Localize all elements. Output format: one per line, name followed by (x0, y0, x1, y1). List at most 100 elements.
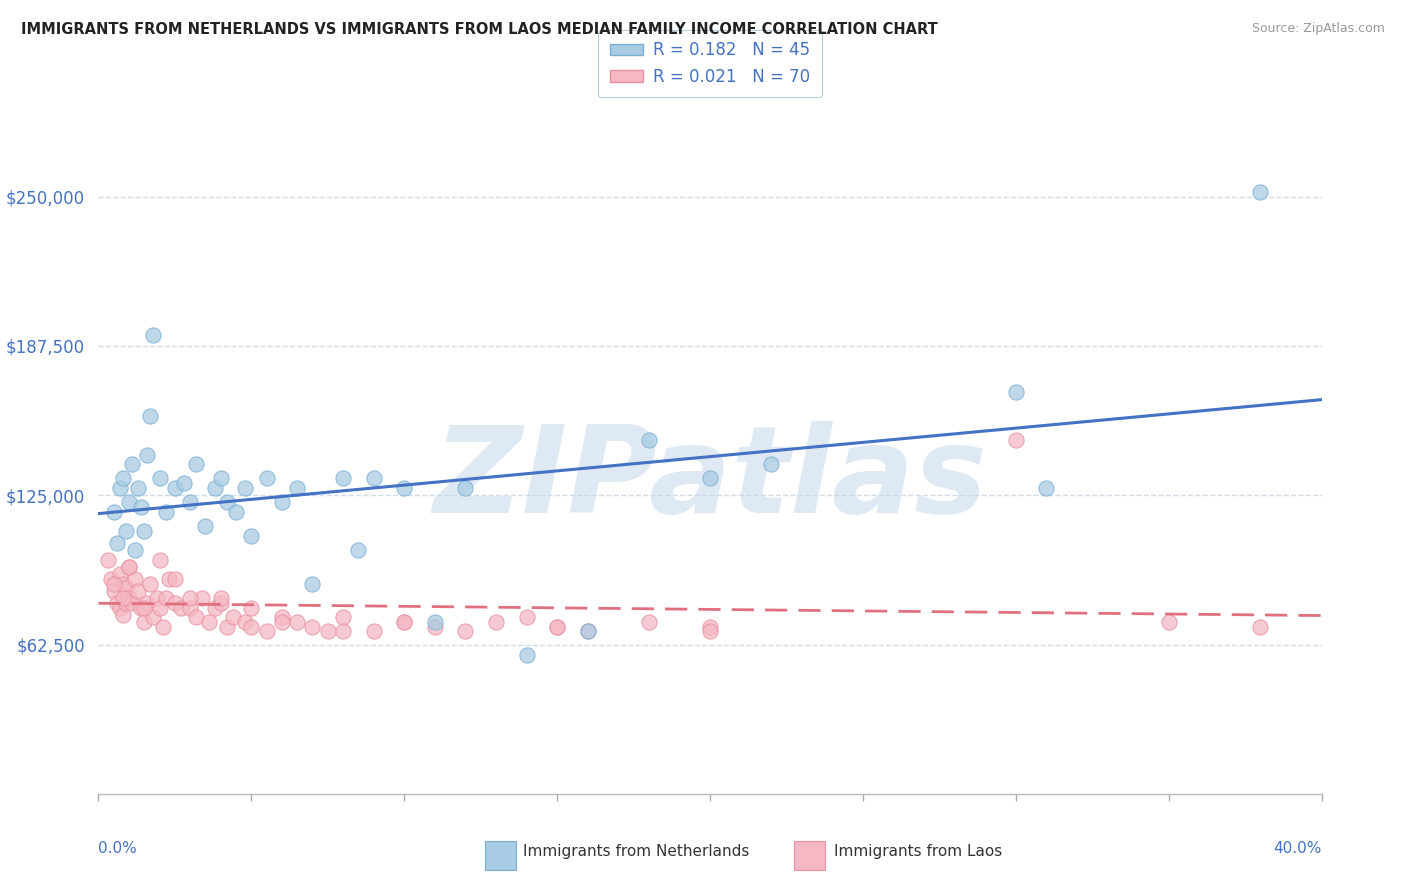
Point (111, 576, 134, 591)
Point (129, 500, 152, 515)
Text: 40.0%: 40.0% (1274, 840, 1322, 855)
Point (699, 619, 721, 633)
Point (1004, 385, 1026, 400)
Point (332, 610, 354, 624)
Point (149, 600, 172, 615)
Point (100, 572, 122, 586)
Point (270, 610, 292, 624)
Text: Immigrants from Netherlands: Immigrants from Netherlands (523, 845, 749, 859)
Point (637, 615, 661, 629)
Point (115, 524, 138, 538)
Point (256, 624, 278, 639)
Point (163, 481, 186, 495)
Point (186, 457, 208, 471)
Text: 0.0%: 0.0% (98, 840, 138, 855)
Point (454, 624, 477, 639)
Point (118, 591, 141, 605)
Point (115, 596, 138, 610)
Point (240, 600, 263, 615)
Point (699, 471, 721, 485)
Point (699, 624, 721, 639)
Point (347, 543, 370, 558)
Point (285, 615, 308, 629)
Point (186, 610, 208, 624)
Point (423, 619, 446, 633)
Point (136, 448, 159, 462)
Point (170, 600, 193, 615)
Point (127, 583, 149, 598)
Point (215, 619, 238, 633)
Point (124, 572, 146, 586)
Point (118, 495, 141, 509)
Point (204, 481, 226, 495)
Point (108, 481, 131, 495)
Text: Source: ZipAtlas.com: Source: ZipAtlas.com (1251, 22, 1385, 36)
Point (118, 560, 141, 574)
Point (115, 582, 138, 596)
Point (759, 457, 782, 471)
Point (152, 619, 174, 633)
Point (129, 600, 152, 615)
Point (105, 596, 128, 610)
Point (194, 519, 217, 533)
Point (179, 600, 201, 615)
Point (637, 434, 661, 448)
Point (215, 495, 238, 509)
Point (149, 471, 172, 485)
Point (285, 481, 308, 495)
Point (332, 471, 354, 485)
Point (139, 409, 162, 424)
Point (1004, 434, 1026, 448)
Point (157, 572, 180, 586)
Point (103, 583, 125, 598)
Point (139, 576, 162, 591)
Point (1249, 619, 1271, 633)
Point (209, 596, 232, 610)
Point (516, 610, 538, 624)
Point (270, 615, 292, 629)
Point (233, 615, 256, 629)
Point (454, 481, 477, 495)
Point (155, 591, 177, 605)
Point (256, 471, 278, 485)
Point (149, 552, 172, 567)
Legend: R = 0.182   N = 45, R = 0.021   N = 70: R = 0.182 N = 45, R = 0.021 N = 70 (598, 29, 823, 97)
Point (423, 615, 446, 629)
Point (134, 615, 156, 629)
Text: IMMIGRANTS FROM NETHERLANDS VS IMMIGRANTS FROM LAOS MEDIAN FAMILY INCOME CORRELA: IMMIGRANTS FROM NETHERLANDS VS IMMIGRANT… (21, 22, 938, 37)
Point (127, 481, 149, 495)
Point (163, 596, 186, 610)
Point (142, 328, 165, 343)
Point (225, 505, 247, 519)
Point (197, 615, 219, 629)
Point (485, 615, 508, 629)
Point (111, 471, 134, 485)
Point (111, 591, 134, 605)
Point (1157, 615, 1180, 629)
Point (392, 615, 416, 629)
Point (546, 619, 568, 633)
Text: ZIPatlas: ZIPatlas (433, 421, 987, 538)
Point (270, 495, 292, 509)
Point (233, 481, 256, 495)
Point (392, 481, 416, 495)
Point (136, 596, 159, 610)
Point (173, 476, 195, 491)
Point (240, 529, 263, 543)
Point (103, 505, 125, 519)
Point (111, 607, 134, 622)
Point (118, 560, 141, 574)
Point (105, 536, 128, 550)
Point (209, 591, 232, 605)
Point (363, 471, 385, 485)
Point (108, 567, 131, 582)
Point (576, 624, 599, 639)
Point (392, 615, 416, 629)
Point (546, 619, 568, 633)
Point (516, 648, 538, 663)
Point (103, 576, 125, 591)
Point (134, 524, 156, 538)
Point (204, 600, 226, 615)
Point (1035, 481, 1057, 495)
Point (240, 619, 263, 633)
